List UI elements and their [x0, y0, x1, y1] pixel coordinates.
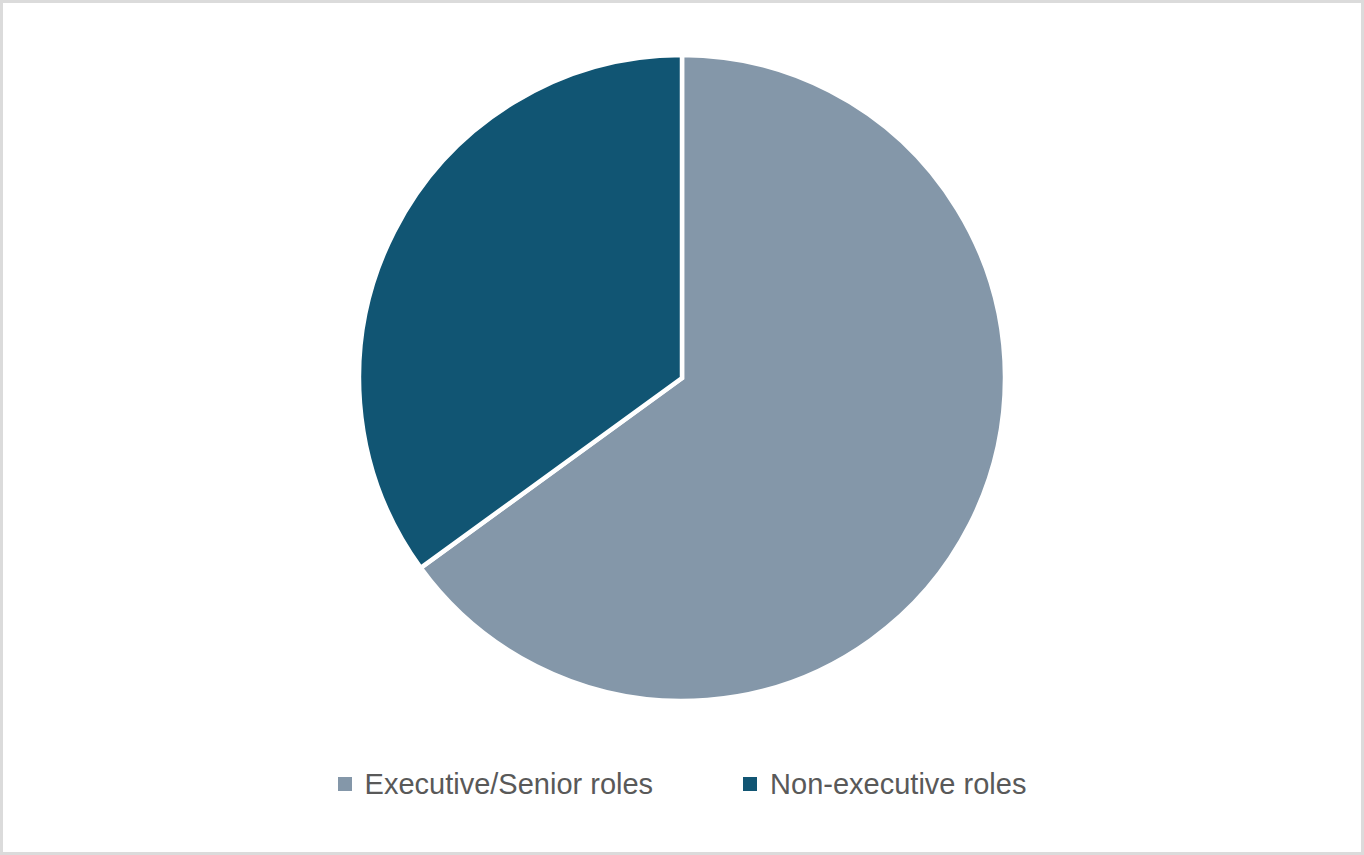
- chart-frame: Executive/Senior roles Non-executive role…: [0, 0, 1364, 855]
- pie-chart: [3, 3, 1361, 852]
- legend-marker-non-executive-roles: [743, 777, 757, 791]
- legend-item-non-executive-roles: Non-executive roles: [743, 765, 1026, 803]
- chart-legend: Executive/Senior roles Non-executive role…: [3, 765, 1361, 803]
- legend-marker-executive-senior-roles: [338, 777, 352, 791]
- legend-label-non-executive-roles: Non-executive roles: [770, 765, 1026, 803]
- legend-label-executive-senior-roles: Executive/Senior roles: [365, 765, 654, 803]
- legend-item-executive-senior-roles: Executive/Senior roles: [338, 765, 654, 803]
